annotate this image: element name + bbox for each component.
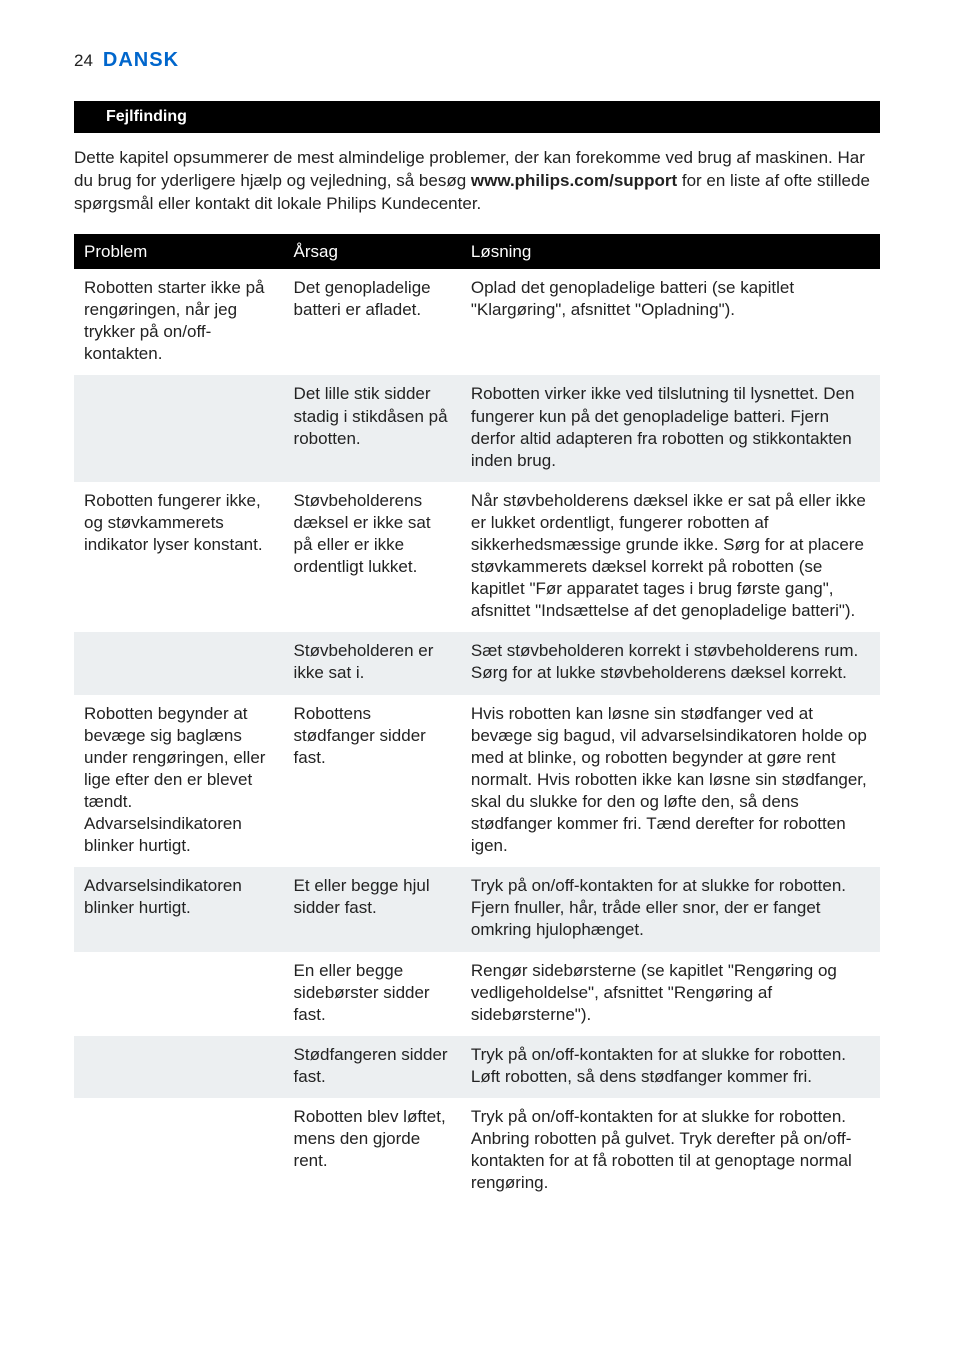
cell-cause: Robotten blev løftet, mens den gjorde re… [284,1098,461,1204]
cell-cause: En eller begge sidebørster sidder fast. [284,952,461,1036]
cell-problem [74,1036,284,1098]
cell-solution: Når støvbeholderens dæksel ikke er sat p… [461,482,880,633]
language-title: DANSK [103,48,179,73]
cell-solution: Robotten virker ikke ved tilslutning til… [461,375,880,481]
cell-cause: Robottens stødfanger sidder fast. [284,695,461,868]
cell-problem: Robotten begynder at bevæge sig baglæns … [74,695,284,868]
troubleshooting-table: Problem Årsag Løsning Robotten starter i… [74,234,880,1205]
cell-problem [74,375,284,481]
cell-problem [74,1098,284,1204]
cell-solution: Sæt støvbeholderen korrekt i støvbeholde… [461,632,880,694]
cell-cause: Det lille stik sidder stadig i stikdåsen… [284,375,461,481]
col-header-solution: Løsning [461,234,880,269]
cell-problem: Robotten starter ikke på rengøringen, nå… [74,269,284,375]
cell-solution: Rengør sidebørsterne (se kapitlet "Rengø… [461,952,880,1036]
cell-cause: Det genopladelige batteri er afladet. [284,269,461,375]
page-number: 24 [74,50,93,71]
cell-solution: Hvis robotten kan løsne sin stødfanger v… [461,695,880,868]
cell-solution: Tryk på on/off-kontakten for at slukke f… [461,1036,880,1098]
col-header-cause: Årsag [284,234,461,269]
cell-solution: Tryk på on/off-kontakten for at slukke f… [461,867,880,951]
table-row: Advarselsindikatoren blinker hurtigt.Et … [74,867,880,951]
table-row: Det lille stik sidder stadig i stikdåsen… [74,375,880,481]
section-title-bar: Fejlfinding [74,101,880,133]
cell-problem: Robotten fungerer ikke, og støvkammerets… [74,482,284,633]
page-header: 24 DANSK [74,48,880,73]
cell-cause: Stødfangeren sidder fast. [284,1036,461,1098]
cell-problem [74,632,284,694]
intro-paragraph: Dette kapitel opsummerer de mest alminde… [74,147,880,216]
intro-link-text: www.philips.com/support [471,171,677,190]
cell-cause: Støvbeholderens dæksel er ikke sat på el… [284,482,461,633]
table-header-row: Problem Årsag Løsning [74,234,880,269]
table-row: En eller begge sidebørster sidder fast.R… [74,952,880,1036]
cell-cause: Støvbeholderen er ikke sat i. [284,632,461,694]
table-row: Robotten starter ikke på rengøringen, nå… [74,269,880,375]
cell-solution: Tryk på on/off-kontakten for at slukke f… [461,1098,880,1204]
cell-problem [74,952,284,1036]
cell-cause: Et eller begge hjul sidder fast. [284,867,461,951]
col-header-problem: Problem [74,234,284,269]
table-row: Robotten fungerer ikke, og støvkammerets… [74,482,880,633]
table-row: Støvbeholderen er ikke sat i.Sæt støvbeh… [74,632,880,694]
table-row: Robotten blev løftet, mens den gjorde re… [74,1098,880,1204]
table-row: Stødfangeren sidder fast.Tryk på on/off-… [74,1036,880,1098]
cell-solution: Oplad det genopladelige batteri (se kapi… [461,269,880,375]
table-row: Robotten begynder at bevæge sig baglæns … [74,695,880,868]
cell-problem: Advarselsindikatoren blinker hurtigt. [74,867,284,951]
